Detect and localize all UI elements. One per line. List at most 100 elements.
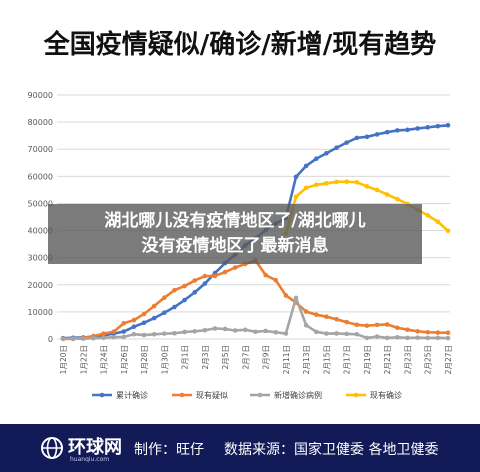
y-axis-tick-labels: 0 10000 20000 30000 40000 50000 60000 70000 8000… [28, 91, 53, 344]
y-tick-label: 80000 [28, 118, 53, 127]
data-point [263, 328, 268, 334]
data-point [415, 329, 420, 334]
data-point [141, 311, 147, 317]
trend-line-chart: 0 10000 20000 30000 40000 50000 60000 70000 8000… [28, 91, 453, 400]
data-point [131, 331, 137, 337]
data-point [344, 319, 349, 325]
author-credit: 制作：旺仔 [134, 442, 204, 458]
data-point [313, 329, 319, 335]
y-tick-label: 0 [48, 335, 53, 344]
data-point [141, 332, 147, 338]
data-point [435, 335, 441, 341]
data-point [334, 145, 339, 151]
data-point [192, 290, 198, 295]
series-3 [60, 295, 451, 342]
data-point [324, 331, 329, 336]
data-point [415, 335, 420, 340]
x-tick-label: 2月17日 [343, 345, 352, 374]
brand-domain: huanqiu.com [70, 456, 110, 463]
legend-swatch-marker [257, 392, 263, 398]
data-point [405, 127, 410, 133]
x-tick-label: 2月15日 [322, 345, 331, 374]
data-point [445, 228, 451, 234]
data-point [313, 312, 319, 317]
chart-title: 全国疫情疑似/确诊/新增/现有趋势 [43, 30, 437, 60]
data-point [354, 322, 360, 328]
x-tick-label: 1月24日 [100, 345, 109, 374]
data-source: 数据来源：国家卫健委 各地卫健委 [224, 442, 439, 458]
data-point [344, 331, 349, 337]
x-tick-label: 1月28日 [140, 345, 149, 374]
data-point [313, 182, 319, 188]
data-point [395, 128, 400, 133]
footer-bar: 环球网 huanqiu.com 制作：旺仔 数据来源：国家卫健委 各地卫健委 [0, 424, 480, 472]
data-point [384, 192, 390, 197]
data-point [91, 335, 96, 341]
legend-swatch-marker [179, 392, 185, 398]
legend-item: 现有疑似 [172, 390, 228, 400]
legend-item: 新增确诊病例 [250, 390, 322, 400]
data-point [334, 317, 339, 322]
data-point [384, 129, 390, 135]
data-point [232, 265, 238, 270]
data-point [80, 336, 86, 341]
data-point [101, 331, 106, 336]
data-point [202, 281, 208, 286]
x-tick-label: 2月19日 [363, 345, 372, 374]
y-tick-label: 20000 [28, 281, 53, 290]
data-point [182, 297, 187, 303]
brand-name: 环球网 [68, 437, 122, 458]
data-point [395, 334, 400, 340]
data-point [243, 327, 248, 333]
data-point [303, 185, 309, 191]
x-tick-label: 2月25日 [424, 345, 433, 374]
data-point [141, 320, 147, 326]
data-point [60, 336, 66, 342]
data-point [232, 328, 238, 333]
globe-logo-icon [41, 437, 63, 459]
data-point [162, 310, 167, 316]
x-tick-label: 1月20日 [59, 345, 68, 374]
data-point [374, 132, 380, 137]
data-point [374, 334, 380, 339]
y-tick-label: 50000 [28, 199, 53, 208]
data-point [111, 334, 116, 340]
data-point [263, 272, 268, 278]
data-point [162, 331, 167, 336]
data-point [344, 179, 349, 185]
data-point [384, 335, 390, 341]
data-point [151, 331, 157, 337]
x-tick-label: 2月21日 [383, 345, 392, 374]
data-point [445, 122, 451, 128]
data-point [445, 335, 451, 341]
data-point [303, 163, 309, 169]
data-point [435, 123, 441, 129]
data-point [364, 184, 370, 189]
data-point [182, 283, 187, 289]
data-point [405, 335, 410, 341]
y-tick-label: 30000 [28, 254, 53, 263]
x-tick-label: 2月13日 [302, 345, 311, 374]
data-point [273, 330, 279, 335]
y-tick-label: 10000 [28, 308, 53, 317]
data-point [425, 335, 431, 341]
data-point [172, 287, 177, 293]
headline-line-2: 没有疫情地区了最新消息 [141, 236, 329, 256]
data-point [111, 329, 116, 335]
data-point [162, 295, 167, 300]
data-point [212, 273, 218, 279]
legend-item: 现有确诊 [346, 390, 402, 400]
data-point [435, 219, 441, 225]
legend-item: 累计确诊 [92, 390, 148, 400]
series-line [62, 259, 449, 341]
data-point [313, 156, 319, 162]
data-point [293, 295, 299, 301]
data-point [364, 335, 370, 341]
data-point [324, 181, 329, 186]
x-axis-tick-labels: 1月20日 1月22日 1月24日 1月26日 1月28日 1月30日 2月1日 2月3日 2月… [59, 345, 453, 374]
y-tick-label: 70000 [28, 145, 53, 154]
x-tick-label: 2月11日 [282, 345, 291, 374]
data-point [182, 329, 187, 335]
data-point [334, 179, 339, 185]
data-point [131, 317, 137, 323]
